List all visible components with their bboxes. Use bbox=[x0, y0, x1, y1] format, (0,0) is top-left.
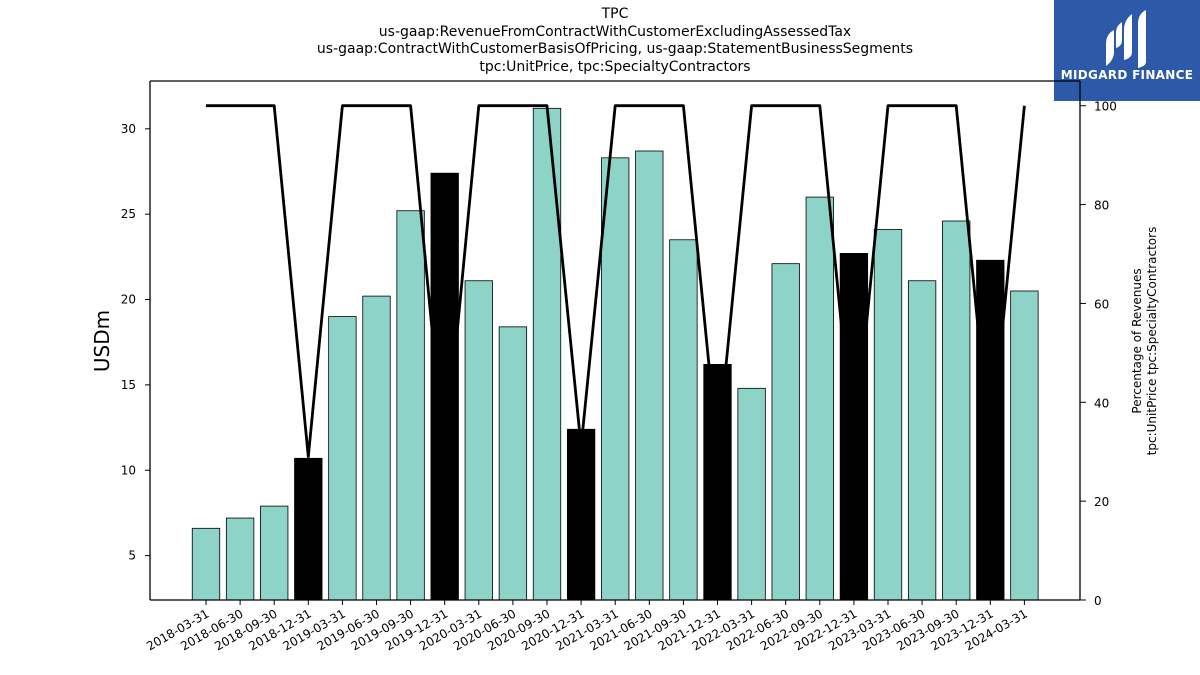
bar bbox=[260, 505, 289, 601]
y2-axis-label-line-1: Percentage of Revenues bbox=[1130, 268, 1144, 413]
bar bbox=[191, 527, 221, 601]
bar bbox=[771, 263, 800, 601]
bar bbox=[942, 220, 971, 601]
bar bbox=[907, 280, 937, 601]
bar bbox=[498, 326, 528, 601]
y2-tick-label: 0 bbox=[1094, 594, 1102, 608]
y-tick-label: 25 bbox=[121, 207, 136, 221]
y2-axis-label-line-2: tpc:UnitPrice tpc:SpecialtyContractors bbox=[1145, 227, 1159, 456]
y2-tick-label: 100 bbox=[1094, 100, 1117, 114]
chart-title-line-1: TPC bbox=[601, 6, 629, 22]
bar bbox=[839, 253, 869, 601]
y2-tick-label: 60 bbox=[1094, 297, 1109, 311]
bar bbox=[464, 280, 493, 601]
midgard-logo-icon bbox=[1106, 10, 1146, 68]
y-tick-label: 20 bbox=[121, 293, 136, 307]
y2-tick-label: 80 bbox=[1094, 199, 1109, 213]
y-tick-label: 5 bbox=[128, 549, 136, 563]
chart-title: TPC us-gaap:RevenueFromContractWithCusto… bbox=[160, 6, 1070, 76]
bar bbox=[532, 107, 562, 601]
bar bbox=[396, 210, 425, 601]
line-series bbox=[206, 104, 1026, 464]
bar bbox=[430, 172, 459, 601]
midgard-finance-logo: MIDGARD FINANCE bbox=[1054, 0, 1200, 101]
bar bbox=[601, 157, 630, 601]
bar bbox=[805, 196, 834, 601]
bar bbox=[294, 457, 323, 601]
y2-tick-label: 20 bbox=[1094, 495, 1109, 509]
chart-title-line-3: us-gaap:ContractWithCustomerBasisOfPrici… bbox=[316, 41, 914, 57]
line-series-path bbox=[206, 104, 1026, 464]
logo-text: MIDGARD FINANCE bbox=[1060, 68, 1194, 82]
chart-title-line-2: us-gaap:RevenueFromContractWithCustomerE… bbox=[378, 23, 852, 40]
y-tick-label: 10 bbox=[121, 463, 136, 477]
bar bbox=[873, 229, 903, 601]
chart-title-line-4: tpc:UnitPrice, tpc:SpecialtyContractors bbox=[479, 58, 751, 75]
bar bbox=[225, 517, 255, 601]
y-axis-label: USDm bbox=[90, 310, 114, 372]
y-tick-label: 15 bbox=[121, 378, 136, 392]
y2-tick-label: 40 bbox=[1094, 396, 1109, 410]
bar bbox=[328, 316, 357, 601]
bar bbox=[362, 295, 391, 601]
bar bbox=[737, 387, 766, 601]
bar bbox=[669, 239, 698, 601]
bar bbox=[703, 363, 732, 601]
bar bbox=[635, 150, 664, 601]
bar bbox=[566, 428, 596, 601]
bar bbox=[1010, 290, 1039, 601]
bar-series bbox=[191, 107, 1039, 601]
bar bbox=[976, 259, 1005, 601]
y-tick-label: 30 bbox=[121, 122, 136, 136]
